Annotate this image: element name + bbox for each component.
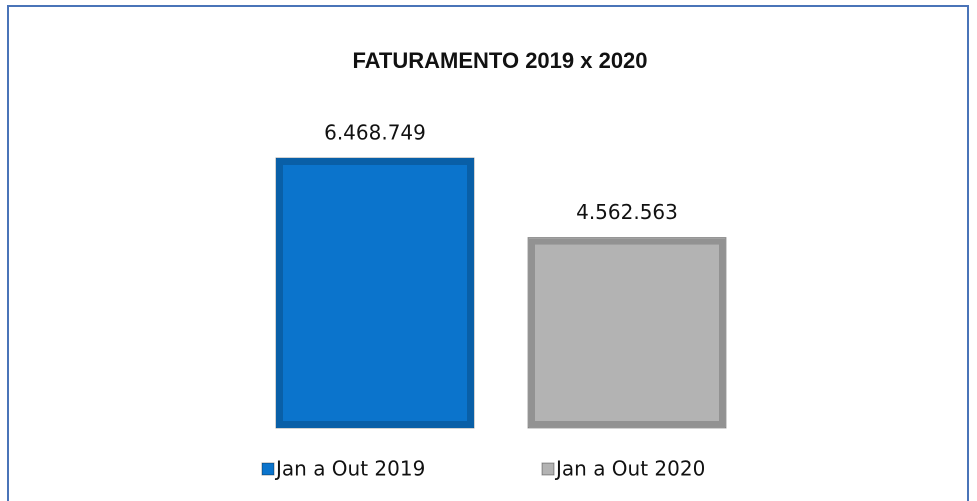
value-label: 6.468.749 — [324, 121, 426, 145]
bar-bevel — [529, 238, 725, 427]
legend-swatch — [261, 462, 275, 476]
legend-label: Jan a Out 2020 — [554, 457, 705, 481]
legend-swatch — [541, 462, 555, 476]
bar-bevel — [277, 159, 473, 427]
bar — [275, 157, 475, 429]
value-label: 4.562.563 — [576, 200, 678, 224]
chart-title: FATURAMENTO 2019 x 2020 — [352, 48, 647, 73]
bar — [527, 237, 727, 429]
chart-frame — [7, 5, 969, 501]
legend-label: Jan a Out 2019 — [274, 457, 425, 481]
